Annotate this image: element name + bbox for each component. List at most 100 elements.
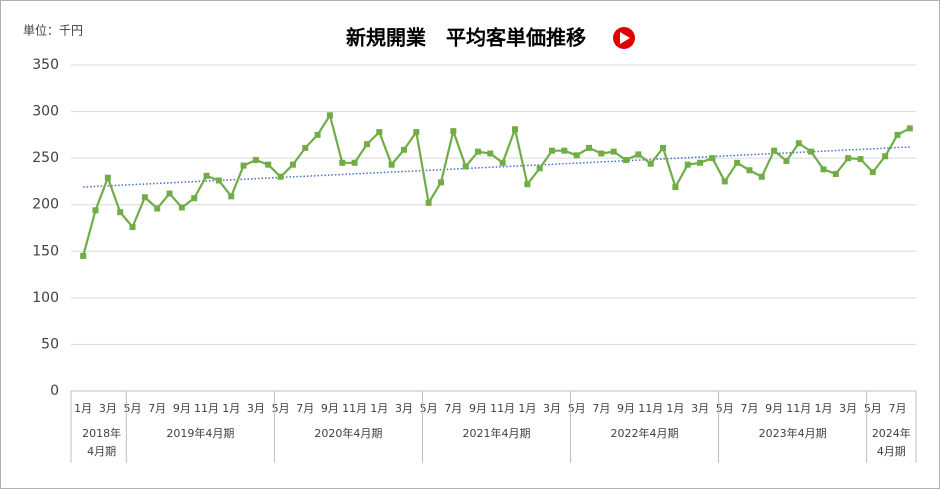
data-point	[413, 129, 420, 136]
data-point	[289, 161, 296, 168]
y-tick-label: 250	[32, 150, 59, 166]
data-point	[697, 159, 704, 166]
data-point	[746, 167, 753, 174]
period-label: 2023年4月期	[758, 427, 827, 440]
data-point	[203, 172, 210, 179]
x-tick-label: 11月	[194, 402, 219, 415]
data-point	[314, 131, 321, 138]
data-point	[450, 128, 457, 135]
data-point	[487, 150, 494, 157]
data-point	[376, 129, 383, 136]
data-point	[512, 126, 519, 133]
x-tick-label: 9月	[617, 402, 635, 415]
data-point	[302, 144, 309, 151]
period-label: 2019年4月期	[166, 427, 235, 440]
x-tick-label: 1月	[814, 402, 832, 415]
data-point	[166, 190, 173, 197]
x-tick-label: 11月	[490, 402, 515, 415]
x-tick-label: 3月	[247, 402, 265, 415]
data-point	[845, 155, 852, 162]
data-point	[758, 173, 765, 180]
data-point	[783, 157, 790, 164]
period-label: 2018年4月期	[82, 427, 122, 458]
data-point	[684, 161, 691, 168]
data-point	[635, 151, 642, 158]
data-point	[388, 161, 395, 168]
data-point	[660, 144, 667, 151]
period-label: 2022年4月期	[610, 427, 679, 440]
data-point	[129, 224, 136, 231]
data-point	[524, 181, 531, 188]
data-point	[869, 169, 876, 176]
x-tick-label: 5月	[420, 402, 438, 415]
data-point	[154, 205, 161, 212]
data-point	[857, 156, 864, 163]
data-point	[351, 159, 358, 166]
data-point	[734, 159, 741, 166]
period-label: 2021年4月期	[462, 427, 531, 440]
data-point	[499, 159, 506, 166]
data-point	[462, 163, 469, 170]
x-tick-label: 3月	[839, 402, 857, 415]
data-point	[573, 152, 580, 159]
data-point	[228, 193, 235, 200]
data-line	[82, 112, 911, 257]
trend-line	[83, 146, 910, 188]
x-tick-label: 7月	[148, 402, 166, 415]
data-point	[240, 162, 247, 169]
data-point	[536, 165, 543, 172]
x-tick-label: 11月	[638, 402, 663, 415]
data-point	[252, 157, 259, 164]
period-label: 2020年4月期	[314, 427, 383, 440]
data-point	[808, 148, 815, 155]
x-tick-label: 1月	[666, 402, 684, 415]
x-tick-label: 3月	[99, 402, 117, 415]
data-point	[672, 184, 679, 191]
x-tick-label: 1月	[222, 402, 240, 415]
data-point	[882, 153, 889, 160]
play-icon-arrow	[620, 32, 630, 44]
data-point	[363, 141, 370, 148]
x-tick-label: 7月	[296, 402, 314, 415]
data-point	[191, 195, 198, 202]
data-point	[474, 148, 481, 155]
unit-label: 単位：千円	[23, 23, 83, 38]
data-point	[623, 157, 630, 164]
period-label: 2024年4月期	[871, 427, 911, 458]
x-tick-label: 9月	[321, 402, 339, 415]
data-point	[437, 179, 444, 186]
data-point	[117, 209, 124, 216]
x-tick-label: 11月	[342, 402, 367, 415]
data-point	[326, 112, 333, 119]
x-tick-label: 11月	[786, 402, 811, 415]
x-tick-label: 1月	[518, 402, 536, 415]
data-point	[141, 194, 148, 201]
data-point	[771, 147, 778, 154]
data-point	[561, 147, 568, 154]
data-point	[647, 160, 654, 167]
data-point	[400, 146, 407, 153]
y-tick-label: 100	[32, 290, 59, 306]
x-tick-label: 5月	[568, 402, 586, 415]
data-point	[906, 125, 913, 132]
data-point	[832, 170, 839, 177]
data-point	[92, 207, 99, 214]
y-tick-label: 300	[32, 104, 59, 120]
x-tick-label: 9月	[173, 402, 191, 415]
x-tick-label: 7月	[444, 402, 462, 415]
x-tick-label: 5月	[716, 402, 734, 415]
y-tick-label: 0	[50, 383, 59, 399]
chart-title: 新規開業 平均客単価推移	[346, 26, 586, 50]
data-point	[586, 144, 593, 151]
data-point	[339, 159, 346, 166]
x-tick-label: 7月	[740, 402, 758, 415]
data-point	[178, 204, 185, 211]
x-tick-label: 5月	[124, 402, 142, 415]
x-tick-label: 7月	[592, 402, 610, 415]
x-tick-label: 1月	[74, 402, 92, 415]
data-point	[721, 178, 728, 185]
data-point	[265, 161, 272, 168]
data-point	[277, 173, 284, 180]
